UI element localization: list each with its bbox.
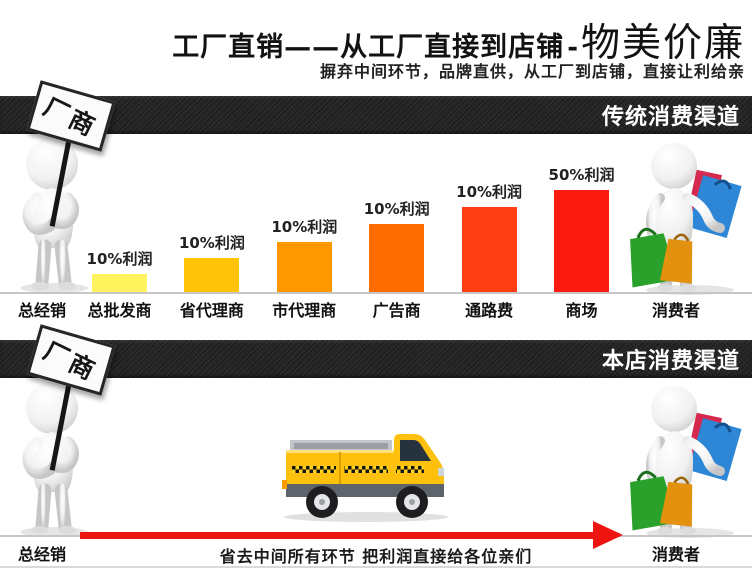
bar-category-label: 省代理商	[179, 301, 244, 320]
delivery-truck-illustration	[278, 424, 458, 524]
chart-baseline	[0, 292, 752, 294]
traditional-channel-title: 传统消费渠道	[601, 105, 740, 130]
bar-value-label: 10%利润	[271, 218, 338, 236]
bar-category-label: 市代理商	[272, 301, 337, 320]
page-title-accent: 物美价廉	[580, 21, 745, 66]
bar-category-label: 商场	[565, 301, 598, 320]
manufacturer-sign-label: 厂商	[38, 336, 102, 387]
flow-start-label: 总经销	[18, 301, 67, 320]
bar-slot: 10%利润	[456, 181, 522, 293]
profit-bar	[369, 224, 425, 293]
page-title: 工厂直销——从工厂直接到店铺 -物美价廉	[172, 12, 745, 68]
profit-bar	[461, 207, 517, 293]
profit-bar	[92, 274, 147, 293]
bar-category-label: 广告商	[372, 301, 421, 320]
bar-value-label: 10%利润	[363, 200, 430, 218]
direct-channel-title: 本店消费渠道	[601, 349, 740, 374]
bar-value-label: 50%利润	[548, 166, 615, 184]
direct-flow-arrow-head	[593, 521, 623, 549]
page-subtitle: 摒弃中间环节，品牌直供，从工厂到店铺，直接让利给亲	[319, 62, 745, 81]
profit-bar	[184, 258, 240, 293]
page-title-separator: -	[567, 33, 578, 63]
direct-channel-band: 本店消费渠道	[0, 340, 752, 378]
profit-bars: 10%利润 10%利润 10%利润 10%利润 10%利润 50%利润	[0, 135, 752, 293]
bar-value-label: 10%利润	[178, 234, 245, 252]
bar-category-label: 总批发商	[87, 301, 152, 320]
profit-bar	[276, 242, 332, 293]
bar-slot: 10%利润	[364, 198, 430, 293]
consumer-figure-illustration	[628, 383, 750, 538]
bar-value-label: 10%利润	[86, 250, 153, 268]
bar-slot: 50%利润	[549, 164, 614, 293]
bottom-divider	[0, 566, 752, 568]
bar-slot: 10%利润	[271, 216, 337, 293]
bar-category-label: 通路费	[465, 301, 514, 320]
manufacturer-sign-label: 厂商	[38, 92, 102, 143]
flow-end-label: 消费者	[652, 301, 701, 320]
flow-start-label: 总经销	[18, 545, 67, 564]
direct-channel-caption: 省去中间所有环节 把利润直接给各位亲们	[219, 547, 533, 566]
page-title-main: 工厂直销——从工厂直接到店铺	[172, 32, 565, 63]
bar-slot: 10%利润	[87, 248, 152, 293]
bar-value-label: 10%利润	[456, 183, 523, 201]
direct-flow-arrow	[80, 532, 594, 539]
bar-slot: 10%利润	[179, 232, 245, 293]
flow-end-label: 消费者	[652, 545, 701, 564]
traditional-channel-band: 传统消费渠道	[0, 96, 752, 134]
profit-bar	[554, 190, 609, 293]
